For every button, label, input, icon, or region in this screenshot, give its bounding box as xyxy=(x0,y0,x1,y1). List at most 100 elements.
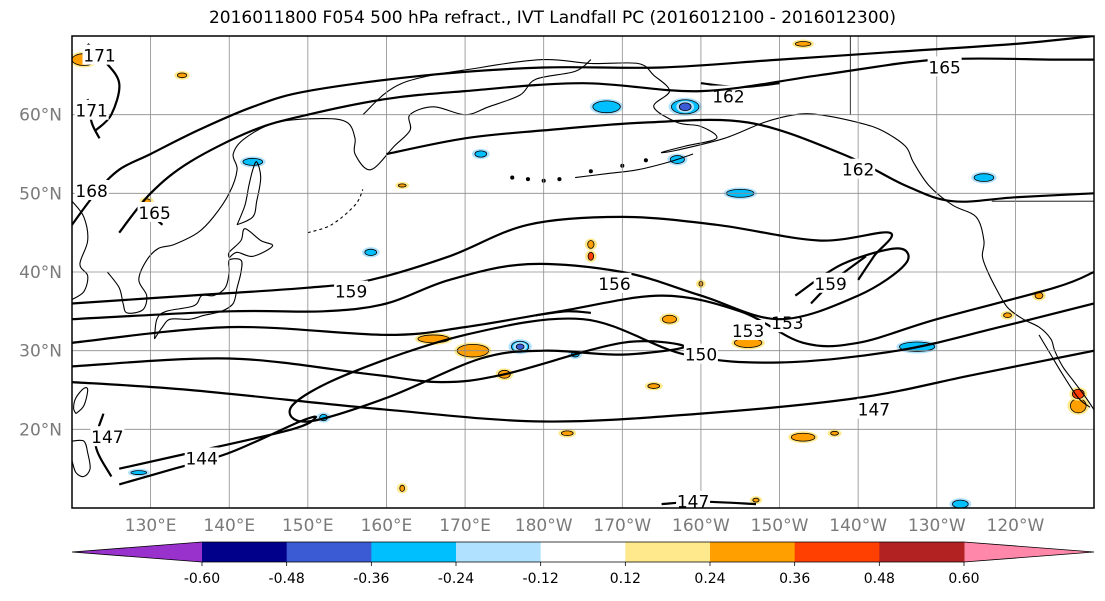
colorbar-label-9: 0.60 xyxy=(948,571,979,587)
colorbar-swatch-8 xyxy=(879,542,965,562)
lon-tick-label-10: 130°W xyxy=(908,516,966,536)
shaded-region-38 xyxy=(515,343,525,350)
lat-tick-label-0: 20°N xyxy=(19,420,62,440)
shaded-region-17 xyxy=(752,497,760,503)
shaded-region-5 xyxy=(587,240,595,249)
coastline-3 xyxy=(153,258,243,340)
contour-label-2: 147 xyxy=(677,493,709,513)
contour-label-16: 171 xyxy=(75,102,107,122)
contour-label-8: 159 xyxy=(335,283,367,303)
coastline-2 xyxy=(236,161,262,226)
lat-tick-label-1: 30°N xyxy=(19,342,62,362)
contour-159-8 xyxy=(72,215,893,305)
contour-label-14: 168 xyxy=(75,182,107,202)
contour-label-11: 162 xyxy=(712,88,744,108)
lon-tick-label-4: 170°E xyxy=(439,516,491,536)
contour-168-14 xyxy=(72,36,1094,226)
colorbar: -0.60 -0.48 -0.36 -0.24 -0.12 0.12 0.24 0.36 0.4… xyxy=(71,541,1095,587)
colorbar-label-2: -0.36 xyxy=(353,571,389,587)
contour-147-1 xyxy=(72,349,1094,423)
contour-162-10 xyxy=(386,118,1094,203)
colorbar-swatch-0 xyxy=(202,542,288,562)
lon-tick-label-0: 130°E xyxy=(125,516,177,536)
contour-label-1: 147 xyxy=(858,401,890,421)
shaded-region-18 xyxy=(1003,312,1012,319)
shaded-region-28 xyxy=(130,470,148,475)
colorbar-swatch-5 xyxy=(625,542,711,562)
colorbar-swatch-1 xyxy=(286,542,372,562)
contour-label-bg-0 xyxy=(184,447,219,468)
lon-tick-label-7: 160°W xyxy=(672,516,730,536)
island-1 xyxy=(525,177,531,182)
lon-tick-label-5: 180°W xyxy=(515,516,573,536)
island-3 xyxy=(557,177,562,182)
contour-label-10: 162 xyxy=(842,161,874,181)
colorbar-label-4: -0.12 xyxy=(523,571,559,587)
colorbar-label-8: 0.48 xyxy=(864,571,895,587)
lon-tick-label-2: 150°E xyxy=(282,516,334,536)
colorbar-label-6: 0.24 xyxy=(694,571,725,587)
shaded-region-14 xyxy=(790,432,816,442)
contour-label-bg-13 xyxy=(137,202,172,222)
shaded-region-35 xyxy=(952,499,969,508)
chart-title: 2016011800 F054 500 hPa refract., IVT La… xyxy=(208,8,896,28)
contour-label-5: 153 xyxy=(732,322,764,342)
contour-label-bg-7 xyxy=(597,272,632,293)
shaded-region-10 xyxy=(662,314,677,324)
shaded-region-1 xyxy=(176,72,188,79)
colorbar-label-0: -0.60 xyxy=(184,571,220,587)
lat-tick-label-4: 60°N xyxy=(19,106,62,126)
island-0 xyxy=(510,175,515,180)
colorbar-label-5: 0.12 xyxy=(610,571,641,587)
contour-label-12: 165 xyxy=(928,58,960,78)
lat-tick-label-3: 50°N xyxy=(19,184,62,204)
contour-label-3: 147 xyxy=(91,428,123,448)
colorbar-swatch-7 xyxy=(794,542,880,562)
contour-150-4 xyxy=(72,302,1094,423)
lon-tick-label-11: 120°W xyxy=(987,516,1045,536)
colorbar-swatch-6 xyxy=(710,542,796,562)
contour-label-15: 171 xyxy=(83,47,115,67)
coastline-6 xyxy=(72,439,91,478)
coastline-5 xyxy=(73,387,89,415)
latitude-axis: 20°N 30°N 40°N 50°N 60°N xyxy=(19,106,62,441)
shaded-region-7 xyxy=(417,334,450,344)
contour-label-bg-3 xyxy=(90,426,125,447)
shaded-region-23 xyxy=(242,157,264,166)
contour-156-7 xyxy=(72,247,910,321)
contour-label-4: 150 xyxy=(685,346,717,366)
shaded-region-37 xyxy=(678,102,692,112)
contour-label-9: 159 xyxy=(814,275,846,295)
shaded-region-36 xyxy=(474,150,488,158)
colorbar-label-1: -0.48 xyxy=(269,571,305,587)
contour-label-bg-5 xyxy=(731,320,766,340)
lon-tick-label-8: 150°W xyxy=(751,516,809,536)
contour-label-bg-12 xyxy=(927,56,962,77)
lon-tick-label-3: 160°E xyxy=(361,516,413,536)
island-6 xyxy=(643,158,648,163)
lon-tick-label-9: 140°W xyxy=(829,516,887,536)
colorbar-swatch-3 xyxy=(456,542,542,562)
shaded-region-21 xyxy=(587,251,595,261)
lon-tick-label-6: 170°W xyxy=(593,516,651,536)
shaded-region-3 xyxy=(397,183,407,188)
shaded-region-20 xyxy=(1070,398,1087,414)
contour-153-6 xyxy=(535,310,591,317)
shaded-region-13 xyxy=(560,430,574,437)
contour-label-bg-15 xyxy=(82,44,117,65)
contour-label-13: 165 xyxy=(138,204,170,224)
shaded-region-29 xyxy=(592,100,621,114)
contour-label-bg-1 xyxy=(856,398,891,419)
contour-153-5 xyxy=(72,270,1094,348)
lat-tick-label-2: 40°N xyxy=(19,263,62,283)
colorbar-extend-high xyxy=(964,542,1094,562)
colorbar-swatch-4 xyxy=(540,542,626,562)
longitude-axis: 130°E 140°E 150°E 160°E 170°E 180°W 170°W 160°W… xyxy=(125,516,1045,536)
coastline-8 xyxy=(1038,334,1091,408)
contour-label-bg-10 xyxy=(841,158,876,179)
contour-label-bg-16 xyxy=(74,99,109,120)
contour-label-bg-9 xyxy=(813,272,848,293)
coastline-4 xyxy=(227,228,274,259)
